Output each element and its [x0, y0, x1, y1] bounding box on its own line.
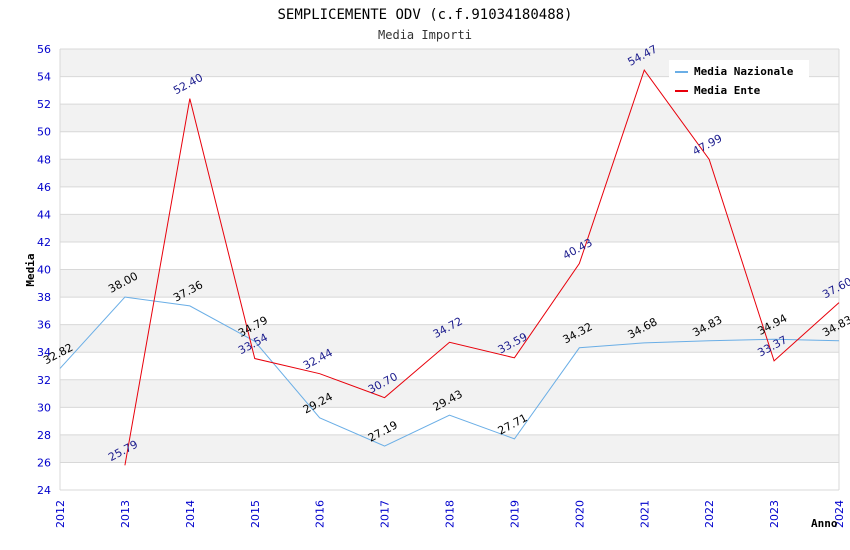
x-tick-label: 2023 [768, 500, 781, 528]
y-tick-label: 42 [37, 236, 51, 249]
plot-bands [60, 49, 839, 463]
plot-band [60, 159, 839, 187]
x-tick-label: 2012 [54, 500, 67, 528]
x-axis-label: Anno [811, 517, 838, 530]
y-tick-label: 44 [37, 208, 51, 221]
x-tick-label: 2015 [249, 500, 262, 528]
y-tick-label: 52 [37, 98, 51, 111]
x-tick-label: 2019 [508, 500, 521, 528]
y-tick-label: 40 [37, 264, 51, 277]
y-axis-label: Media [24, 253, 37, 286]
plot-band [60, 434, 839, 463]
series-lines [59, 69, 840, 466]
y-tick-label: 48 [37, 153, 51, 166]
y-tick-label: 34 [37, 346, 51, 359]
x-tick-label: 2013 [119, 500, 132, 528]
series-line-ente [124, 69, 840, 466]
y-tick-label: 38 [37, 291, 51, 304]
plot-band [60, 104, 839, 132]
legend-box [669, 60, 809, 101]
x-tick-label: 2017 [379, 500, 392, 528]
x-tick-label: 2016 [314, 500, 327, 528]
y-tick-label: 46 [37, 181, 51, 194]
gridlines [60, 48, 839, 491]
y-tick-label: 54 [37, 71, 51, 84]
y-tick-label: 26 [37, 456, 51, 469]
plot-band [60, 214, 839, 242]
legend: Media Nazionale Media Ente [669, 60, 809, 101]
plot-band [60, 324, 839, 353]
chart-title: SEMPLICEMENTE ODV (c.f.91034180488) [277, 7, 572, 23]
x-tick-labels: 2012 2013 2014 2015 2016 2017 2018 2019 2020 2021… [54, 500, 846, 528]
chart-subtitle: Media Importi [378, 28, 472, 42]
y-tick-label: 24 [37, 484, 51, 497]
plot-band [60, 379, 839, 408]
data-label-nazionale: 32.82 [41, 341, 75, 367]
x-tick-label: 2024 [833, 500, 846, 528]
y-tick-label: 30 [37, 401, 51, 414]
x-tick-label: 2022 [703, 500, 716, 528]
x-tick-label: 2021 [638, 500, 651, 528]
y-tick-label: 36 [37, 319, 51, 332]
series-line-nazionale [59, 296, 840, 447]
axes [59, 49, 840, 490]
legend-label-nazionale: Media Nazionale [694, 65, 794, 78]
y-tick-label: 28 [37, 429, 51, 442]
data-label-ente: 47.99 [690, 132, 724, 158]
x-tick-label: 2018 [444, 500, 457, 528]
x-tick-label: 2014 [184, 500, 197, 528]
y-tick-labels: 24 26 28 30 32 34 36 38 40 42 44 46 48 50 52 54 56 [37, 43, 51, 497]
y-tick-label: 56 [37, 43, 51, 56]
y-tick-label: 50 [37, 126, 51, 139]
plot-band [60, 269, 839, 298]
x-tick-label: 2020 [573, 500, 586, 528]
y-tick-label: 32 [37, 374, 51, 387]
legend-label-ente: Media Ente [694, 84, 761, 97]
data-label-nazionale: 27.71 [496, 411, 530, 437]
